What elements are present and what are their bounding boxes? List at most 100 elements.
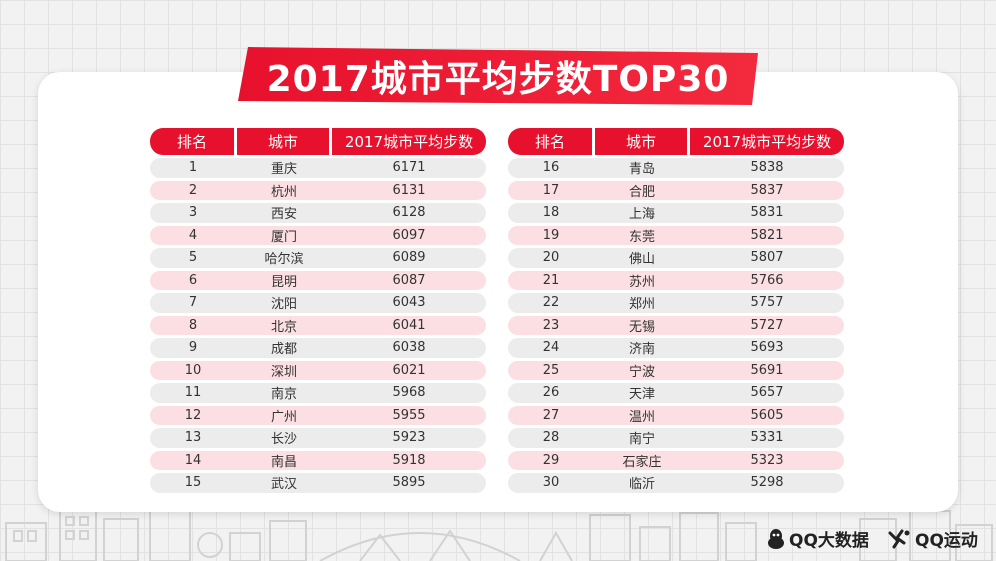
table-row: 23 无锡 5727 — [508, 315, 844, 335]
steps-cell: 5895 — [392, 475, 426, 491]
table-row: 15 武汉 5895 — [150, 473, 486, 493]
steps-cell: 5955 — [392, 407, 426, 423]
steps-cell: 6041 — [392, 317, 426, 333]
table-header: 排名 城市 2017城市平均步数 — [508, 128, 844, 155]
steps-cell: 5757 — [750, 295, 784, 311]
rank-cell: 30 — [542, 475, 560, 491]
steps-cell: 5968 — [392, 385, 426, 401]
table-row: 19 东莞 5821 — [508, 225, 844, 245]
table-row: 1 重庆 6171 — [150, 158, 486, 178]
steps-cell: 5821 — [750, 227, 784, 243]
rank-cell: 2 — [188, 182, 198, 198]
page-title: 2017城市平均步数TOP30 — [266, 59, 730, 100]
steps-cell: 6021 — [392, 362, 426, 378]
column-header-steps: 2017城市平均步数 — [332, 128, 486, 155]
city-cell: 长沙 — [270, 432, 297, 448]
steps-cell: 5657 — [750, 385, 784, 401]
column-header-city: 城市 — [237, 128, 329, 155]
rank-cell: 6 — [188, 272, 198, 288]
city-cell: 广州 — [270, 409, 297, 425]
table-row: 18 上海 5831 — [508, 203, 844, 223]
city-cell: 杭州 — [270, 184, 297, 200]
city-cell: 上海 — [628, 207, 655, 223]
city-cell: 宁波 — [628, 364, 655, 380]
table-row: 13 长沙 5923 — [150, 428, 486, 448]
column-header-steps: 2017城市平均步数 — [690, 128, 844, 155]
table-row: 27 温州 5605 — [508, 405, 844, 425]
runner-icon — [888, 529, 910, 548]
table-row: 26 天津 5657 — [508, 383, 844, 403]
rank-cell: 8 — [188, 317, 198, 333]
table-row: 4 厦门 6097 — [150, 225, 486, 245]
city-cell: 昆明 — [270, 274, 297, 290]
city-cell: 青岛 — [628, 162, 655, 178]
qq-sport-label: QQ运动 — [915, 531, 978, 551]
steps-cell: 5331 — [750, 430, 784, 446]
city-cell: 南昌 — [270, 454, 297, 470]
rank-cell: 12 — [184, 407, 202, 423]
rank-cell: 4 — [188, 227, 198, 243]
table-row: 8 北京 6041 — [150, 315, 486, 335]
city-cell: 临沂 — [628, 477, 655, 493]
city-cell: 厦门 — [270, 229, 297, 245]
rank-cell: 7 — [188, 295, 198, 311]
table-row: 9 成都 6038 — [150, 338, 486, 358]
rank-cell: 10 — [184, 362, 202, 378]
rank-cell: 18 — [542, 205, 560, 221]
column-header-rank: 排名 — [150, 128, 234, 155]
rank-cell: 5 — [188, 250, 198, 266]
steps-cell: 5605 — [750, 407, 784, 423]
table-row: 30 临沂 5298 — [508, 473, 844, 493]
rank-cell: 3 — [188, 205, 198, 221]
city-cell: 温州 — [628, 409, 655, 425]
rank-cell: 25 — [542, 362, 560, 378]
steps-cell: 6087 — [392, 272, 426, 288]
steps-cell: 6131 — [392, 182, 426, 198]
table-row: 11 南京 5968 — [150, 383, 486, 403]
steps-cell: 5323 — [750, 452, 784, 468]
city-cell: 佛山 — [628, 252, 655, 268]
steps-cell: 6097 — [392, 227, 426, 243]
table-row: 16 青岛 5838 — [508, 158, 844, 178]
table-body-right: 16 青岛 5838 17 合肥 5837 18 上海 5831 19 东莞 5821 20 佛山 5807… — [508, 158, 844, 493]
table-row: 10 深圳 6021 — [150, 360, 486, 380]
table-row: 14 南昌 5918 — [150, 450, 486, 470]
rank-cell: 9 — [188, 340, 198, 356]
steps-cell: 6089 — [392, 250, 426, 266]
city-cell: 哈尔滨 — [264, 252, 304, 268]
rank-cell: 21 — [542, 272, 560, 288]
city-cell: 济南 — [628, 342, 655, 358]
table-header: 排名 城市 2017城市平均步数 — [150, 128, 486, 155]
city-skyline-decoration — [5, 508, 993, 561]
table-row: 2 杭州 6131 — [150, 180, 486, 200]
table-row: 25 宁波 5691 — [508, 360, 844, 380]
steps-cell: 6038 — [392, 340, 426, 356]
column-header-city: 城市 — [595, 128, 687, 155]
table-row: 22 郑州 5757 — [508, 293, 844, 313]
rank-cell: 22 — [542, 295, 560, 311]
city-cell: 沈阳 — [270, 297, 297, 313]
rank-cell: 17 — [542, 182, 560, 198]
city-cell: 东莞 — [628, 229, 655, 245]
steps-cell: 5837 — [750, 182, 784, 198]
city-cell: 成都 — [270, 342, 297, 358]
table-row: 6 昆明 6087 — [150, 270, 486, 290]
rank-cell: 26 — [542, 385, 560, 401]
title-banner: 2017城市平均步数TOP30 — [238, 47, 758, 105]
steps-cell: 5727 — [750, 317, 784, 333]
rank-cell: 14 — [184, 452, 202, 468]
table-row: 17 合肥 5837 — [508, 180, 844, 200]
table-row: 12 广州 5955 — [150, 405, 486, 425]
rank-cell: 23 — [542, 317, 560, 333]
city-cell: 北京 — [270, 319, 297, 335]
table-body-left: 1 重庆 6171 2 杭州 6131 3 西安 6128 4 厦门 6097 5 哈尔滨 6089 6 昆明 6… — [150, 158, 486, 493]
table-row: 3 西安 6128 — [150, 203, 486, 223]
city-cell: 石家庄 — [622, 454, 662, 470]
table-row: 29 石家庄 5323 — [508, 450, 844, 470]
steps-cell: 6171 — [392, 160, 426, 176]
rank-cell: 27 — [542, 407, 560, 423]
city-cell: 郑州 — [628, 297, 655, 313]
steps-cell: 6128 — [392, 205, 426, 221]
steps-cell: 5831 — [750, 205, 784, 221]
column-header-rank: 排名 — [508, 128, 592, 155]
